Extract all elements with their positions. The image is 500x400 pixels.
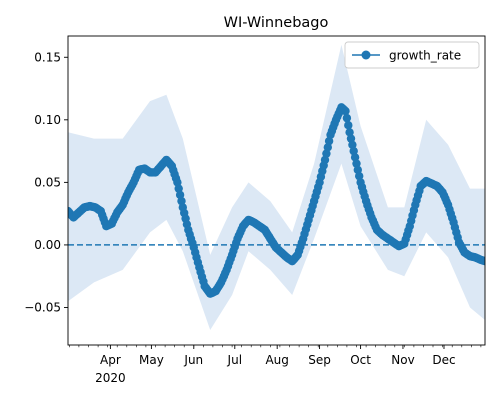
x-tick-label: May xyxy=(139,353,164,367)
data-point xyxy=(322,149,331,158)
y-tick-label: 0.05 xyxy=(34,175,61,189)
data-point xyxy=(480,257,485,266)
data-point xyxy=(348,140,357,149)
data-point xyxy=(324,136,334,146)
data-point xyxy=(352,159,361,168)
plot-frame xyxy=(67,35,486,346)
x-tick-label: Aug xyxy=(265,353,288,367)
confidence-band xyxy=(68,44,485,331)
x-tick-label: Jun xyxy=(183,353,203,367)
x-tick-year-label: 2020 xyxy=(95,371,126,385)
y-tick-label: −0.05 xyxy=(24,300,61,314)
data-point xyxy=(174,184,183,193)
x-tick-label: Jul xyxy=(227,353,242,367)
data-point xyxy=(344,121,353,130)
legend-label-growth-rate: growth_rate xyxy=(389,49,461,63)
confidence-band-layer xyxy=(68,44,485,331)
y-tick-label: 0.00 xyxy=(34,238,61,252)
x-tick-label: Nov xyxy=(391,353,414,367)
y-tick-label: 0.10 xyxy=(34,113,61,127)
x-axis: Apr 2020 May Jun Jul Aug Sep Oct Nov Dec xyxy=(69,345,482,385)
data-point xyxy=(341,106,350,116)
legend-marker-swatch xyxy=(361,50,371,60)
data-point xyxy=(355,171,364,181)
data-point xyxy=(320,155,330,165)
y-axis: −0.05 0.00 0.05 0.10 0.15 xyxy=(24,50,68,314)
series-layer xyxy=(68,103,485,298)
x-tick-label: Sep xyxy=(308,353,331,367)
legend-box xyxy=(344,41,480,69)
data-point xyxy=(342,113,352,123)
x-tick-label: Dec xyxy=(432,353,455,367)
chart-title: WI-Winnebago xyxy=(224,15,329,31)
data-point xyxy=(177,196,186,206)
legend: growth_rate xyxy=(344,41,480,69)
y-tick-label: 0.15 xyxy=(34,50,61,64)
x-tick-label: Apr xyxy=(100,353,121,367)
x-tick-label: Oct xyxy=(350,353,371,367)
data-point xyxy=(350,153,360,162)
data-point xyxy=(345,128,354,137)
